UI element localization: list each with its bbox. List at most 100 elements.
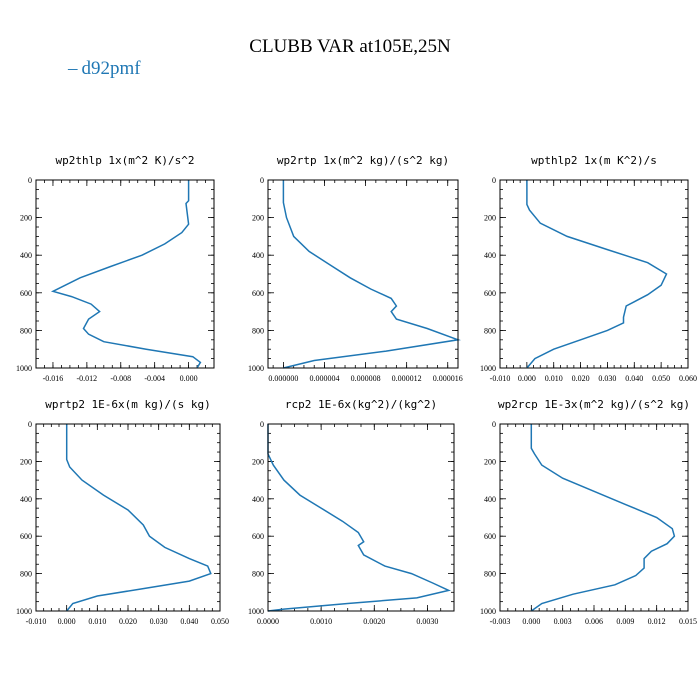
chart-panel-5: rcp2 1E-6x(kg^2)/(kg^2) 0 200 400 600 800 1000… — [248, 398, 455, 626]
panel-title: wpthlp2 1x(m K^2)/s — [531, 154, 657, 167]
panel-frame — [35, 179, 215, 369]
y-tick-label: 800 — [20, 326, 32, 335]
x-tick-label: -0.003 — [490, 617, 511, 626]
x-tick-label: 0.0010 — [310, 617, 332, 626]
y-tick-label: 1000 — [480, 607, 496, 616]
y-tick-label: 600 — [484, 289, 496, 298]
x-tick-label: 0.000 — [58, 617, 76, 626]
x-tick-label: 0.000008 — [351, 374, 381, 383]
y-tick-label: 1000 — [16, 364, 32, 373]
y-tick-label: 1000 — [248, 364, 264, 373]
x-tick-label: 0.000 — [518, 374, 536, 383]
x-tick-label: -0.004 — [144, 374, 165, 383]
x-tick-label: 0.030 — [598, 374, 616, 383]
y-tick-label: 0 — [28, 176, 32, 185]
series-line — [526, 180, 668, 369]
y-tick-label: 0 — [260, 420, 264, 429]
series-line — [50, 180, 202, 369]
y-tick-label: 400 — [484, 251, 496, 260]
x-tick-label: -0.008 — [110, 374, 131, 383]
x-tick-label: 0.010 — [88, 617, 106, 626]
x-tick-label: 0.000012 — [392, 374, 422, 383]
y-tick-label: 600 — [252, 289, 264, 298]
x-tick-label: 0.000 — [522, 617, 540, 626]
legend-marker: – — [68, 58, 78, 79]
y-tick-label: 0 — [492, 176, 496, 185]
x-tick-label: 0.020 — [572, 374, 590, 383]
panel-title: wp2rcp 1E-3x(m^2 kg)/(s^2 kg) — [498, 398, 690, 411]
y-tick-label: 400 — [20, 495, 32, 504]
panel-title: wp2rtp 1x(m^2 kg)/(s^2 kg) — [277, 154, 449, 167]
panel-frame — [499, 179, 689, 369]
series-line — [282, 180, 461, 369]
panel-frame — [35, 423, 221, 612]
y-tick-label: 800 — [484, 570, 496, 579]
x-tick-label: 0.0030 — [416, 617, 438, 626]
y-tick-label: 200 — [252, 214, 264, 223]
y-tick-label: 0 — [492, 420, 496, 429]
y-tick-label: 200 — [252, 457, 264, 466]
x-tick-label: -0.010 — [26, 617, 47, 626]
y-tick-label: 600 — [484, 532, 496, 541]
y-tick-label: 400 — [20, 251, 32, 260]
panel-frame — [267, 179, 459, 369]
y-tick-label: 0 — [260, 176, 264, 185]
chart-panel-3: wpthlp2 1x(m K^2)/s 0 200 400 600 800 1000-0.0… — [480, 154, 697, 383]
x-tick-label: 0.003 — [554, 617, 572, 626]
x-tick-label: 0.015 — [679, 617, 697, 626]
y-tick-label: 400 — [484, 495, 496, 504]
x-tick-label: 0.060 — [679, 374, 697, 383]
panel-title: wp2thlp 1x(m^2 K)/s^2 — [55, 154, 194, 167]
x-tick-label: 0.012 — [648, 617, 666, 626]
x-tick-label: 0.040 — [180, 617, 198, 626]
x-tick-label: 0.000 — [180, 374, 198, 383]
y-tick-label: 1000 — [480, 364, 496, 373]
chart-title: CLUBB VAR at105E,25N — [249, 36, 451, 57]
x-tick-label: 0.000000 — [268, 374, 298, 383]
x-tick-label: 0.000016 — [433, 374, 463, 383]
chart-panel-4: wprtp2 1E-6x(m kg)/(s kg) 0 200 400 600 800 10… — [16, 398, 229, 626]
y-tick-label: 400 — [252, 251, 264, 260]
y-tick-label: 800 — [252, 326, 264, 335]
chart-panel-6: wp2rcp 1E-3x(m^2 kg)/(s^2 kg)0 200 400 600 8… — [480, 398, 697, 626]
y-tick-label: 200 — [20, 214, 32, 223]
x-tick-label: 0.010 — [545, 374, 563, 383]
x-tick-label: -0.016 — [43, 374, 64, 383]
x-tick-label: 0.0000 — [257, 617, 279, 626]
series-line — [65, 424, 212, 612]
panel-title: wprtp2 1E-6x(m kg)/(s kg) — [45, 398, 211, 411]
x-tick-label: -0.010 — [490, 374, 511, 383]
panel-frame — [267, 423, 455, 612]
x-tick-label: 0.006 — [585, 617, 603, 626]
x-tick-label: -0.012 — [77, 374, 98, 383]
chart-panel-1: wp2thlp 1x(m^2 K)/s^2 0 200 400 600 800 1000 -0… — [16, 154, 215, 383]
series-line — [530, 424, 676, 612]
legend: – d92pmf — [68, 58, 141, 80]
y-tick-label: 200 — [484, 214, 496, 223]
panel-frame — [499, 423, 689, 612]
y-tick-label: 0 — [28, 420, 32, 429]
y-tick-label: 1000 — [248, 607, 264, 616]
x-tick-label: 0.009 — [616, 617, 634, 626]
y-tick-label: 400 — [252, 495, 264, 504]
x-tick-label: 0.050 — [211, 617, 229, 626]
x-tick-label: 0.040 — [625, 374, 643, 383]
x-tick-label: 0.000004 — [309, 374, 339, 383]
y-tick-label: 200 — [484, 457, 496, 466]
y-tick-label: 600 — [20, 532, 32, 541]
x-tick-label: 0.050 — [652, 374, 670, 383]
x-tick-label: 0.020 — [119, 617, 137, 626]
y-tick-label: 200 — [20, 457, 32, 466]
x-tick-label: 0.030 — [150, 617, 168, 626]
y-tick-label: 600 — [252, 532, 264, 541]
x-tick-label: 0.0020 — [363, 617, 385, 626]
y-tick-label: 800 — [252, 570, 264, 579]
y-tick-label: 600 — [20, 289, 32, 298]
y-tick-label: 800 — [20, 570, 32, 579]
legend-label: d92pmf — [81, 58, 141, 79]
y-tick-label: 800 — [484, 326, 496, 335]
y-tick-label: 1000 — [16, 607, 32, 616]
series-line — [267, 424, 451, 612]
chart-panel-2: wp2rtp 1x(m^2 kg)/(s^2 kg) 0 200 400 600 800 1… — [248, 154, 463, 383]
